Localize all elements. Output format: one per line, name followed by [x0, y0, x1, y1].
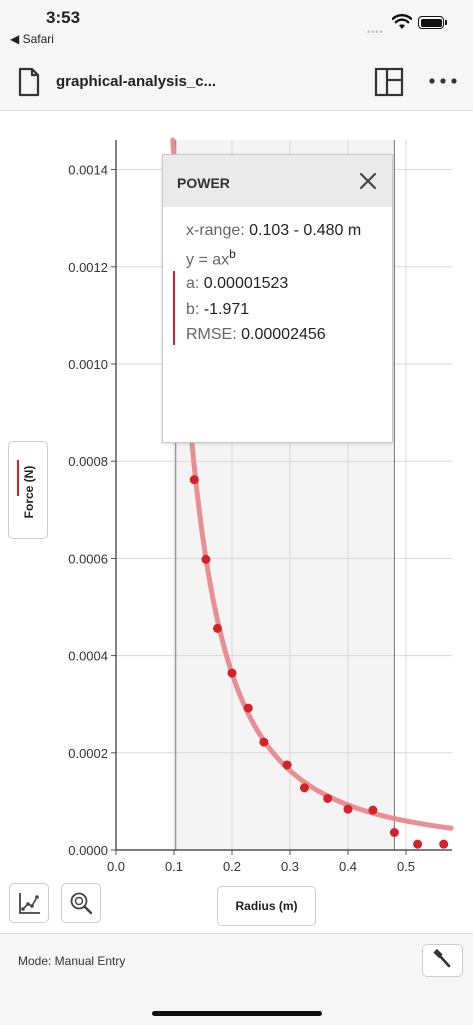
y-tick-label: 0.0004 [68, 649, 108, 664]
app-toolbar: graphical-analysis_c... [0, 55, 473, 111]
equation-row: y = axb [186, 247, 236, 269]
battery-icon [418, 16, 444, 29]
zoom-icon [70, 892, 93, 915]
footer-bar: Mode: Manual Entry [0, 933, 473, 1025]
data-point [323, 793, 333, 803]
close-icon[interactable] [356, 169, 380, 193]
rmse-row: RMSE: 0.00002456 [186, 326, 326, 343]
data-point [259, 737, 269, 747]
param-b-row: b: -1.971 [186, 301, 250, 318]
layout-grid-icon[interactable] [374, 67, 404, 97]
tool-button[interactable] [422, 944, 463, 977]
y-axis-label-button[interactable]: Force (N) [8, 441, 48, 539]
file-icon[interactable] [17, 67, 41, 97]
x-tick-label: 0.5 [397, 859, 415, 874]
y-tick-label: 0.0008 [68, 454, 108, 469]
fit-color-marker [173, 271, 175, 345]
mode-label: Mode: Manual Entry [18, 954, 126, 968]
curve-fit-header: POWER [163, 155, 392, 207]
data-point [389, 828, 399, 838]
x-tick-label: 0.1 [165, 859, 183, 874]
data-point [213, 623, 222, 633]
x-tick-label: 0.3 [281, 859, 299, 874]
clock: 3:53 [46, 8, 81, 27]
x-axis-label-button[interactable]: Radius (m) [217, 886, 316, 926]
y-tick-label: 0.0012 [68, 260, 108, 275]
x-tick-label: 0.4 [339, 859, 357, 874]
data-point [201, 554, 211, 564]
x-tick-label: 0.2 [223, 859, 241, 874]
data-point [189, 475, 199, 485]
data-point [282, 760, 292, 770]
back-to-safari[interactable]: ◀ Safari [10, 32, 54, 46]
wifi-icon [392, 14, 412, 29]
x-range-row: x-range: 0.103 - 0.480 m [186, 222, 362, 239]
data-point [413, 839, 423, 849]
graph-options-button[interactable] [9, 883, 49, 923]
data-point [343, 804, 353, 814]
param-a-row: a: 0.00001523 [186, 275, 289, 292]
y-tick-label: 0.0000 [68, 843, 108, 858]
curve-fit-panel: POWER x-range: 0.103 - 0.480 m y = axb a… [162, 154, 393, 443]
data-point [439, 839, 449, 849]
home-indicator [152, 1011, 322, 1016]
y-tick-label: 0.0010 [68, 357, 108, 372]
tool-icon [433, 948, 451, 968]
curve-fit-title: POWER [177, 175, 230, 191]
y-axis-label: Force (N) [22, 465, 36, 519]
data-point [368, 805, 378, 815]
status-bar: 3:53 ◀ Safari •••• [0, 0, 473, 55]
y-tick-label: 0.0014 [68, 163, 108, 178]
document-title[interactable]: graphical-analysis_c... [56, 73, 217, 90]
x-tick-label: 0.0 [107, 859, 125, 874]
data-point [227, 668, 237, 678]
data-point [243, 703, 253, 713]
data-point [300, 783, 309, 793]
more-icon[interactable] [428, 77, 458, 85]
y-tick-label: 0.0006 [68, 551, 108, 566]
series-color-marker [17, 460, 19, 496]
graph-options-icon [19, 893, 40, 914]
signal-icon: •••• [367, 27, 384, 37]
y-tick-label: 0.0002 [68, 746, 108, 761]
zoom-button[interactable] [61, 883, 101, 923]
